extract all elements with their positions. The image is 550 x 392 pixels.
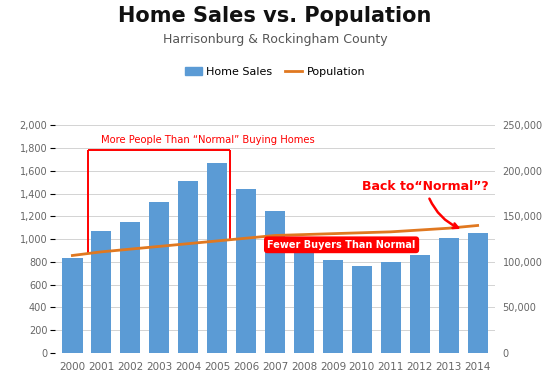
Bar: [91, 231, 112, 353]
Legend: Home Sales, Population: Home Sales, Population: [180, 62, 370, 81]
Bar: [294, 246, 314, 353]
Bar: [207, 163, 227, 353]
Bar: [323, 260, 343, 353]
Text: Fewer Buyers Than Normal: Fewer Buyers Than Normal: [267, 240, 416, 250]
Bar: [381, 262, 401, 353]
Text: Back to“Normal”?: Back to“Normal”?: [362, 180, 488, 228]
Bar: [265, 211, 285, 353]
Bar: [410, 255, 430, 353]
Bar: [438, 238, 459, 353]
Bar: [120, 222, 140, 353]
Bar: [351, 267, 372, 353]
Text: Home Sales vs. Population: Home Sales vs. Population: [118, 6, 432, 26]
Bar: [62, 258, 82, 353]
Bar: [178, 181, 199, 353]
Bar: [149, 201, 169, 353]
Text: More People Than “Normal” Buying Homes: More People Than “Normal” Buying Homes: [101, 135, 315, 145]
Text: Harrisonburg & Rockingham County: Harrisonburg & Rockingham County: [163, 33, 387, 46]
Bar: [468, 233, 488, 353]
Bar: [236, 189, 256, 353]
